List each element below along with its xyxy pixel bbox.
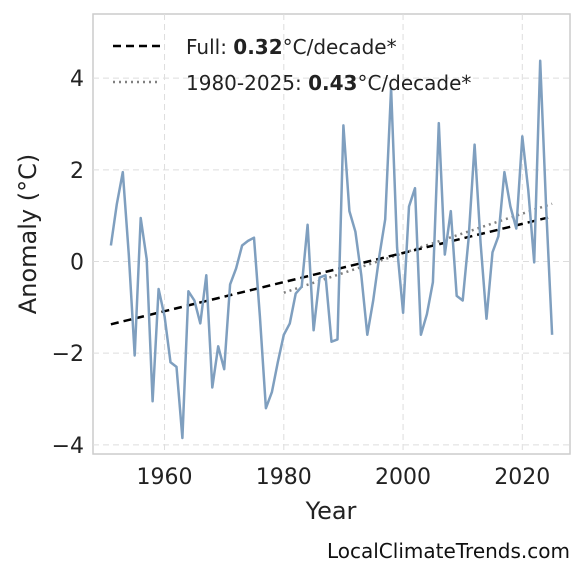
legend-full-prefix: Full: [186, 35, 233, 59]
trend-line-full [110, 215, 553, 326]
y-tick-label-1: −2 [52, 342, 84, 367]
series-line-0 [109, 59, 554, 440]
legend-recent-value: 0.43 [308, 71, 357, 95]
legend-label-full: Full: 0.32°C/decade* [186, 35, 397, 59]
x-tick-label-1980: 1980 [256, 465, 312, 490]
x-tick-label-1960: 1960 [137, 465, 193, 490]
x-tick-label-2020: 2020 [494, 465, 550, 490]
y-tick-labels: −4 −2 0 2 4 [52, 67, 84, 459]
x-tick-label-2000: 2000 [375, 465, 431, 490]
legend: Full: 0.32°C/decade* 1980-2025: 0.43°C/d… [113, 35, 471, 95]
y-tick-label-4: 4 [70, 67, 84, 92]
y-tick-label-3: 2 [70, 159, 84, 184]
grid [93, 14, 570, 454]
legend-recent-suffix: °C/decade* [357, 71, 471, 95]
legend-recent-prefix: 1980-2025: [186, 71, 308, 95]
x-tick-labels: 1960 1980 2000 2020 [137, 465, 551, 490]
x-axis-label: Year [305, 497, 357, 525]
series-layer [109, 59, 554, 440]
trend-lines [110, 202, 553, 326]
legend-full-suffix: °C/decade* [283, 35, 397, 59]
site-credit: LocalClimateTrends.com [326, 539, 570, 563]
y-tick-label-0: −4 [52, 434, 84, 459]
legend-label-recent: 1980-2025: 0.43°C/decade* [186, 71, 471, 95]
legend-full-value: 0.32 [233, 35, 282, 59]
y-axis-label: Anomaly (°C) [14, 154, 42, 314]
trend-line-recent [283, 202, 553, 294]
y-tick-label-2: 0 [70, 251, 84, 276]
plot-area [92, 13, 571, 455]
